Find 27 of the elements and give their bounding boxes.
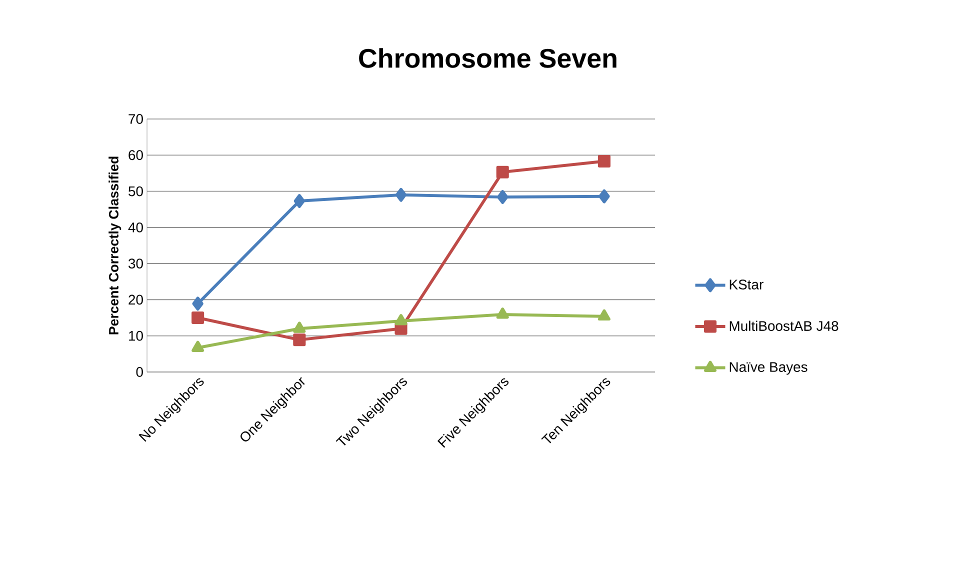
point	[293, 334, 306, 346]
point	[496, 166, 509, 178]
y-tick-label: 30	[128, 258, 143, 268]
point	[192, 296, 204, 311]
point	[395, 188, 407, 202]
y-tick-label: 20	[128, 294, 143, 305]
point	[497, 190, 508, 204]
point	[192, 340, 204, 352]
y-tick-label: 0	[136, 367, 143, 377]
point	[192, 311, 204, 324]
y-tick-label: 70	[128, 114, 143, 124]
y-tick-label: 10	[129, 330, 143, 341]
y-axis-title: Percent Correctly Classified	[108, 156, 122, 334]
y-tick-label: 40	[128, 222, 143, 232]
legend-label: Naïve Bayes	[730, 362, 808, 375]
point	[598, 309, 610, 321]
legend-label: MultiBoostAB J48	[730, 320, 838, 331]
point	[394, 314, 408, 326]
point	[598, 189, 610, 204]
chart-title: Chromosome Seven	[359, 48, 616, 68]
y-tick-label: 50	[128, 186, 143, 196]
point	[496, 308, 509, 319]
legend-label: KStar	[730, 280, 764, 290]
point	[598, 154, 610, 168]
point	[293, 322, 306, 333]
y-tick-label: 60	[128, 150, 143, 160]
point	[294, 194, 306, 208]
